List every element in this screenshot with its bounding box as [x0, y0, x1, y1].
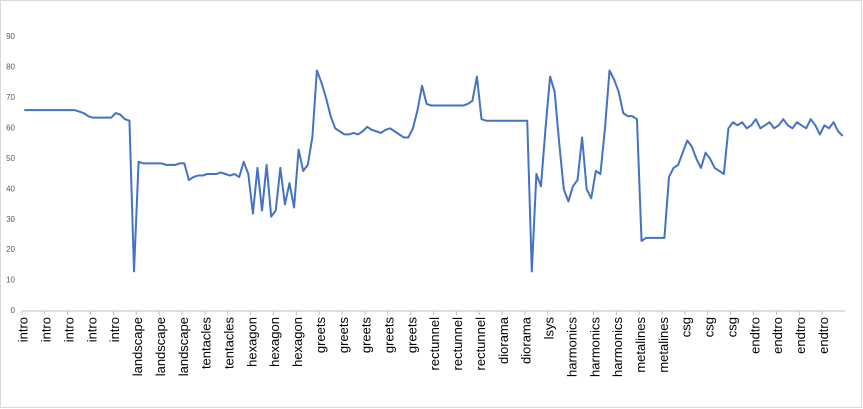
x-tick-label: greets [336, 317, 351, 354]
y-tick-label: 70 [6, 93, 15, 102]
y-tick-label: 60 [6, 123, 15, 132]
x-tick-label: metalines [633, 317, 648, 373]
x-tick-label: hexagon [290, 317, 305, 367]
x-tick-label: landscape [176, 317, 191, 376]
x-tick-label: endtro [793, 317, 808, 354]
x-tick-label: csg [679, 317, 694, 337]
y-tick-label: 0 [11, 306, 16, 315]
x-tick-label: intro [84, 317, 99, 342]
x-tick-label: endtro [816, 317, 831, 354]
x-tick-label: intro [107, 317, 122, 342]
line-series [24, 69, 844, 273]
y-tick-label: 20 [6, 245, 15, 254]
x-tick-label: hexagon [244, 317, 259, 367]
x-tick-label: csg [724, 317, 739, 337]
x-tick-label: endtro [747, 317, 762, 354]
x-tick-label: csg [702, 317, 717, 337]
x-tick-label: endtro [770, 317, 785, 354]
x-tick-label: diorama [496, 316, 511, 364]
x-tick-label: harmonics [587, 317, 602, 377]
x-tick-label: lsys [542, 317, 557, 340]
x-tick-label: hexagon [267, 317, 282, 367]
x-tick-label: intro [61, 317, 76, 342]
x-tick-label: greets [359, 317, 374, 354]
y-tick-label: 80 [6, 63, 15, 72]
x-tick-label: rectunnel [427, 317, 442, 371]
y-tick-label: 50 [6, 154, 15, 163]
x-tick-label: landscape [130, 317, 145, 376]
x-tick-label: rectunnel [450, 317, 465, 371]
x-tick-label: landscape [153, 317, 168, 376]
y-tick-label: 90 [6, 32, 15, 41]
y-tick-label: 30 [6, 215, 15, 224]
x-tick-label: intro [39, 317, 54, 342]
x-tick-label: tentacles [221, 317, 236, 370]
x-tick-label: greets [382, 317, 397, 354]
x-tick-label: harmonics [610, 317, 625, 377]
x-tick-label: greets [404, 317, 419, 354]
x-tick-label: greets [313, 317, 328, 354]
y-tick-label: 10 [6, 276, 15, 285]
x-tick-label: harmonics [564, 317, 579, 377]
x-tick-label: diorama [519, 316, 534, 364]
y-tick-label: 40 [6, 184, 15, 193]
x-tick-label: tentacles [199, 317, 214, 370]
x-tick-label: intro [16, 317, 31, 342]
x-tick-label: rectunnel [473, 317, 488, 371]
x-tick-label: metalines [656, 317, 671, 373]
